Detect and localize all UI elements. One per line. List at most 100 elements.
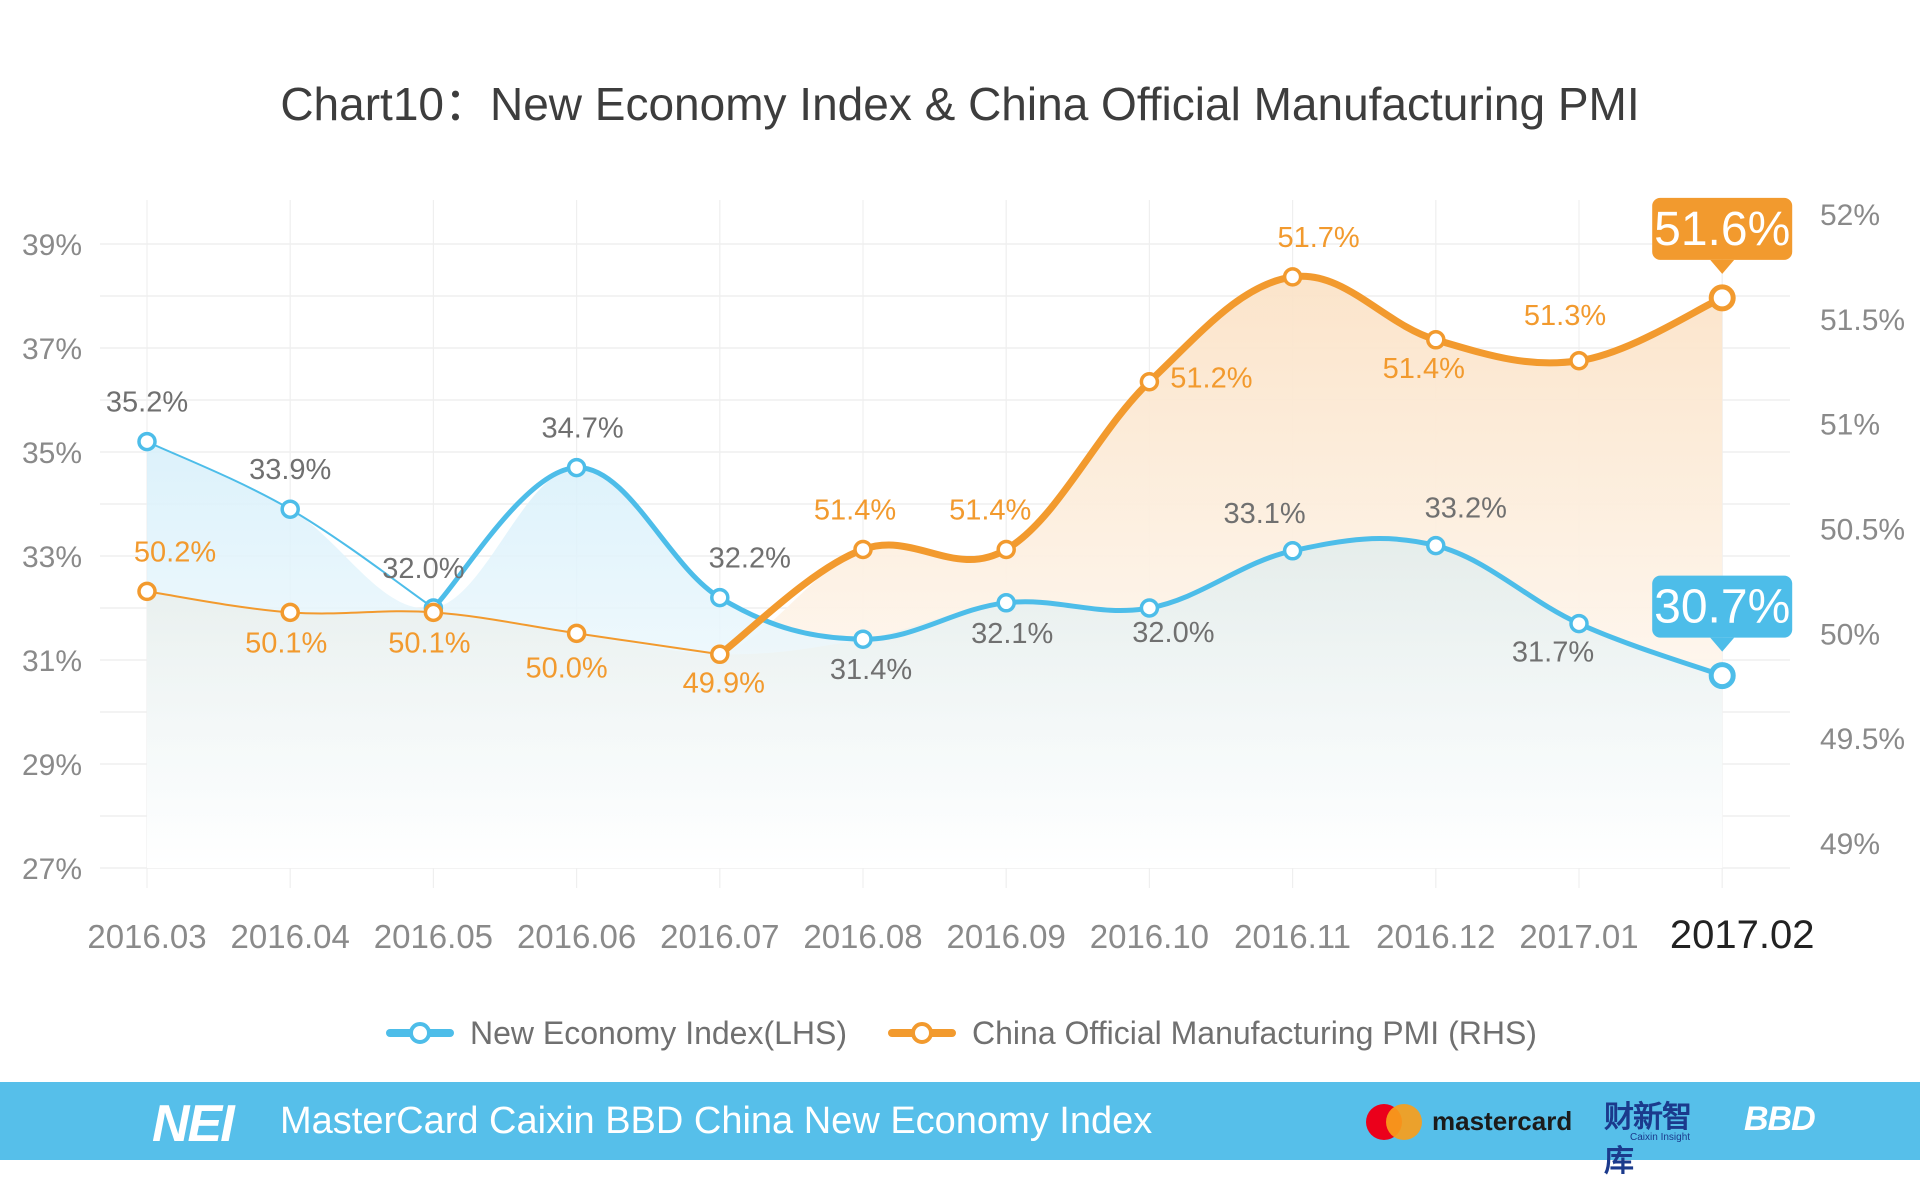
x-tick-label: 2016.05 — [374, 918, 493, 955]
mastercard-logo: mastercard — [1366, 1102, 1572, 1142]
y-right-tick-label: 51.5% — [1820, 304, 1905, 337]
x-tick-label: 2016.08 — [803, 918, 922, 955]
pmi-data-label: 50.0% — [525, 652, 607, 684]
nei-point — [137, 431, 157, 452]
pmi-callout-box — [1652, 197, 1793, 260]
y-left-tick-label: 33% — [22, 541, 82, 574]
pmi-point — [1282, 267, 1303, 287]
y-right-tick-label: 49% — [1820, 828, 1880, 861]
pmi-data-label: 51.2% — [1170, 363, 1252, 395]
y-left-tick-label: 39% — [22, 229, 82, 262]
overlap-area — [147, 538, 1723, 868]
bbd-logo: BBD — [1744, 1100, 1816, 1138]
nei-point — [1708, 662, 1736, 690]
nei-data-label: 31.4% — [830, 654, 912, 686]
pmi-data-label: 51.3% — [1524, 300, 1606, 332]
x-tick-label: 2017.02 — [1670, 913, 1815, 957]
y-left-tick-label: 37% — [22, 333, 82, 366]
pmi-point — [710, 644, 730, 665]
nei-data-label: 33.2% — [1425, 493, 1507, 525]
pmi-line — [716, 272, 1726, 658]
caixin-insight-logo: 财新智库 Caixin Insight — [1604, 1092, 1714, 1178]
legend-pmi-label: China Official Manufacturing PMI (RHS) — [972, 1015, 1537, 1051]
pmi-point — [423, 602, 444, 623]
pmi-callout-text: 51.6% — [1654, 203, 1790, 256]
x-tick-label: 2016.03 — [87, 918, 206, 955]
nei-point — [1569, 613, 1589, 634]
legend: New Economy Index(LHS) China Official Man… — [386, 1015, 1537, 1051]
pmi-data-label: 50.1% — [388, 627, 470, 659]
y-right-tick-label: 50% — [1820, 618, 1880, 651]
series-lines — [146, 272, 1726, 679]
y-right-tick-label: 50.5% — [1820, 514, 1905, 547]
legend-nei-marker — [409, 1022, 431, 1044]
legend-pmi-marker — [911, 1022, 933, 1044]
pmi-point — [1139, 371, 1160, 392]
pmi-point — [1569, 351, 1589, 371]
axes: 27% 29% 31% 33% 35% 37% 39% 49% 49.5% 50% 50.5% 51%… — [22, 199, 1905, 957]
y-left-tick-label: 27% — [22, 853, 82, 886]
pmi-point — [566, 623, 587, 644]
y-left-tick-label: 35% — [22, 437, 82, 470]
y-right-tick-label: 51% — [1820, 409, 1880, 442]
nei-point — [1426, 535, 1446, 556]
nei-data-label: 35.2% — [106, 387, 188, 419]
footer-title: MasterCard Caixin BBD China New Economy … — [280, 1100, 1153, 1142]
chart: Chart10：New Economy Index & China Offici… — [22, 78, 1905, 1051]
nei-point — [566, 457, 587, 478]
nei-line — [430, 465, 1725, 679]
x-tick-label: 2016.06 — [517, 918, 636, 955]
nei-data-label: 32.0% — [382, 553, 464, 585]
pmi-point — [1708, 284, 1736, 312]
pmi-point — [280, 602, 300, 623]
x-tick-label: 2016.07 — [660, 918, 779, 955]
nei-data-label: 32.1% — [971, 618, 1053, 650]
pmi-point — [996, 539, 1016, 560]
x-tick-label: 2016.10 — [1090, 918, 1209, 955]
x-tick-label: 2016.11 — [1234, 918, 1351, 955]
nei-callout-box — [1652, 575, 1793, 638]
nei-data-label: 31.7% — [1512, 637, 1594, 669]
pmi-point — [137, 581, 157, 602]
nei-point — [1282, 541, 1303, 561]
caixin-logo-subtitle: Caixin Insight — [1630, 1132, 1691, 1143]
pmi-point — [1426, 330, 1446, 350]
nei-data-label: 32.0% — [1132, 617, 1214, 649]
nei-data-label: 34.7% — [541, 413, 623, 445]
y-left-tick-label: 29% — [22, 749, 82, 782]
nei-point — [280, 499, 300, 519]
pmi-data-label: 50.1% — [245, 627, 327, 659]
footer-bar: NEI MasterCard Caixin BBD China New Econ… — [0, 1082, 1920, 1178]
pmi-data-label: 51.4% — [1383, 353, 1465, 385]
y-right-tick-label: 52% — [1820, 199, 1880, 232]
nei-data-label: 32.2% — [709, 543, 791, 575]
x-tick-label: 2016.12 — [1376, 918, 1495, 955]
nei-logo: NEI — [152, 1095, 235, 1153]
pmi-data-label: 50.2% — [134, 536, 216, 568]
nei-callout-pointer — [1710, 637, 1735, 652]
legend-nei-label: New Economy Index(LHS) — [470, 1015, 847, 1051]
y-right-tick-label: 49.5% — [1820, 723, 1905, 756]
nei-point — [710, 587, 730, 608]
pmi-data-label: 51.7% — [1277, 222, 1359, 254]
area-fills — [147, 276, 1723, 869]
nei-point — [1139, 598, 1160, 618]
y-left-tick-label: 31% — [22, 645, 82, 678]
nei-data-label: 33.9% — [249, 454, 331, 486]
data-labels: 35.2% 33.9% 32.0% 34.7% 32.2% 31.4% 32.1% 32.0%… — [106, 197, 1793, 699]
pmi-data-label: 49.9% — [683, 667, 765, 699]
pmi-point — [853, 539, 873, 560]
pmi-data-label: 51.4% — [949, 494, 1031, 526]
nei-data-label: 33.1% — [1223, 498, 1305, 530]
nei-point — [996, 593, 1016, 613]
pmi-callout-pointer — [1710, 259, 1735, 274]
nei-callout-text: 30.7% — [1654, 581, 1790, 634]
data-points — [137, 267, 1736, 690]
x-tick-label: 2017.01 — [1519, 918, 1638, 955]
x-tick-label: 2016.09 — [947, 918, 1066, 955]
chart-title: Chart10：New Economy Index & China Offici… — [280, 78, 1639, 130]
mastercard-orange-circle-icon — [1386, 1104, 1422, 1140]
x-tick-label: 2016.04 — [231, 918, 350, 955]
pmi-data-label: 51.4% — [814, 494, 896, 526]
nei-point — [853, 629, 873, 649]
